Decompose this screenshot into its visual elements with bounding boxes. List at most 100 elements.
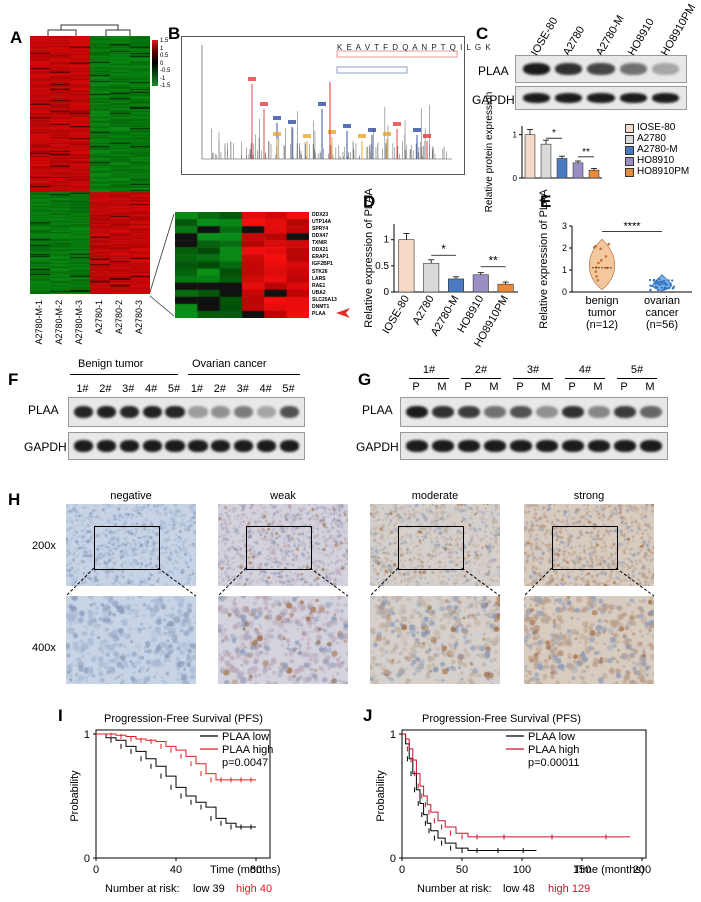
survival-curve bbox=[402, 733, 630, 838]
y-tick-label: 0 bbox=[383, 287, 389, 298]
zoom-box bbox=[246, 526, 312, 570]
data-point bbox=[596, 278, 600, 282]
blot-band bbox=[554, 63, 583, 75]
bar bbox=[423, 262, 440, 293]
blot-band bbox=[119, 440, 139, 452]
data-point bbox=[658, 278, 661, 281]
y-axis-label: Relative protein expression bbox=[484, 92, 495, 213]
ihc-image-200x bbox=[66, 504, 196, 586]
lane-label: 5# bbox=[167, 383, 181, 395]
ihc-column-label: weak bbox=[270, 490, 296, 502]
x-tick-label: 80 bbox=[250, 864, 262, 876]
scale-tick: 0.5 bbox=[160, 53, 169, 59]
group-label: benign bbox=[585, 295, 618, 307]
legend-swatch bbox=[625, 146, 634, 155]
panel-f-lane-labels: 1# 2# 3# 4# 5# 1# 2# 3# 4# 5# bbox=[68, 383, 303, 395]
legend-entry: A2780-M bbox=[637, 144, 678, 155]
panel-f-row-gapdh: GAPDH bbox=[24, 440, 67, 454]
survival-curve bbox=[402, 733, 537, 852]
blot-band bbox=[614, 440, 636, 452]
blot-band bbox=[142, 440, 162, 452]
peak-annotation bbox=[413, 128, 421, 132]
lane-label: A2780 bbox=[561, 24, 588, 58]
blot-band bbox=[587, 63, 615, 75]
panel-a-scale-ticks: 1.5 1 0.5 0 -0.5 -1 -1.5 bbox=[160, 38, 180, 90]
pair-label: 4# bbox=[578, 364, 592, 376]
panel-c-row-plaa: PLAA bbox=[478, 64, 509, 78]
gene-label: SPRY4 bbox=[312, 226, 329, 233]
blot-band bbox=[587, 93, 615, 103]
zoom-heatmap-canvas bbox=[175, 212, 309, 318]
panel-c-legend: IOSE-80 A2780 A2780-M HO8910 HO8910PM bbox=[625, 122, 701, 182]
lane-p: P bbox=[464, 381, 472, 393]
panel-i-label: I bbox=[58, 706, 63, 725]
panel-g-plaa-blot bbox=[400, 397, 668, 427]
group-line bbox=[188, 374, 300, 375]
group-label: ovarian bbox=[644, 295, 680, 307]
lane-m: M bbox=[593, 381, 603, 393]
y-tick-label: 3 bbox=[562, 221, 567, 231]
gene-label: STK26 bbox=[312, 268, 328, 275]
lane-label: 2# bbox=[213, 383, 226, 395]
panel-j-risk-label: Number at risk: bbox=[417, 883, 492, 895]
pair-label: 5# bbox=[630, 364, 644, 376]
panel-a-label: A bbox=[10, 28, 23, 47]
panel-g-label: G bbox=[358, 370, 372, 389]
y-tick-label: 0 bbox=[84, 853, 90, 865]
blot-band bbox=[614, 405, 636, 419]
y-tick-label: 1 bbox=[390, 729, 396, 741]
blot-band bbox=[536, 440, 558, 452]
plaa-arrow-icon bbox=[336, 308, 350, 318]
blot-band bbox=[96, 440, 116, 452]
ihc-image-200x bbox=[218, 504, 348, 586]
lane-label: A2780-M bbox=[593, 13, 627, 59]
data-point bbox=[599, 247, 602, 251]
group-line bbox=[70, 374, 178, 375]
p-value: p=0.00011 bbox=[528, 757, 580, 769]
panel-g-row-plaa: PLAA bbox=[362, 403, 393, 417]
blot-band bbox=[73, 440, 94, 452]
sig-label: * bbox=[552, 128, 556, 139]
panel-j-risk-low: low 48 bbox=[503, 883, 535, 895]
bar bbox=[556, 158, 568, 179]
panel-i-title: Progression-Free Survival (PFS) bbox=[104, 713, 263, 725]
pair-line bbox=[565, 378, 605, 379]
panel-c-row-gapdh: GAPDH bbox=[472, 93, 515, 107]
ihc-image-400x bbox=[370, 596, 500, 684]
blot-band bbox=[165, 440, 185, 452]
x-tick-label: 40 bbox=[170, 864, 182, 876]
blot-band bbox=[432, 440, 454, 452]
lane-label: IOSE-80 bbox=[529, 15, 561, 58]
x-tick-label: IOSE-80 bbox=[381, 294, 412, 337]
gene-label: IGF2BP1 bbox=[312, 261, 333, 268]
y-tick-label: 0 bbox=[513, 174, 518, 183]
zoom-box bbox=[398, 526, 464, 570]
panel-f-gapdh-blot bbox=[68, 432, 305, 460]
ihc-image-200x bbox=[524, 504, 654, 586]
peak-annotation bbox=[303, 134, 311, 138]
legend-entry: A2780 bbox=[637, 133, 666, 144]
blot-band bbox=[406, 405, 428, 419]
panel-d-bar-chart: 00.51***Relative expression of PLAA IOSE-… bbox=[363, 188, 518, 349]
data-point bbox=[594, 270, 598, 273]
legend-swatch bbox=[625, 168, 634, 177]
data-point bbox=[660, 281, 663, 284]
panel-c-bar-chart: 01 ***Relative protein expression bbox=[484, 92, 602, 212]
blot-band bbox=[234, 440, 254, 452]
bar bbox=[497, 283, 514, 293]
panel-i-risk-label: Number at risk: bbox=[105, 883, 180, 895]
mag-400x-label: 400x bbox=[32, 642, 56, 654]
pair-line bbox=[461, 378, 501, 379]
peak-annotation bbox=[273, 116, 281, 120]
lane-label: 4# bbox=[145, 383, 158, 395]
y-axis-label: Probability bbox=[69, 770, 81, 822]
lane-m: M bbox=[645, 381, 655, 393]
panel-i-risk-high: high 40 bbox=[236, 883, 273, 895]
x-tick-label: 50 bbox=[456, 864, 468, 876]
pair-label: 3# bbox=[526, 364, 540, 376]
peak-annotation bbox=[423, 134, 431, 138]
x-axis-label: Time (months) bbox=[210, 864, 281, 876]
sample-label: A2780-M-2 bbox=[54, 300, 64, 345]
gene-label: DDX47 bbox=[312, 233, 329, 240]
blot-band bbox=[619, 63, 647, 75]
